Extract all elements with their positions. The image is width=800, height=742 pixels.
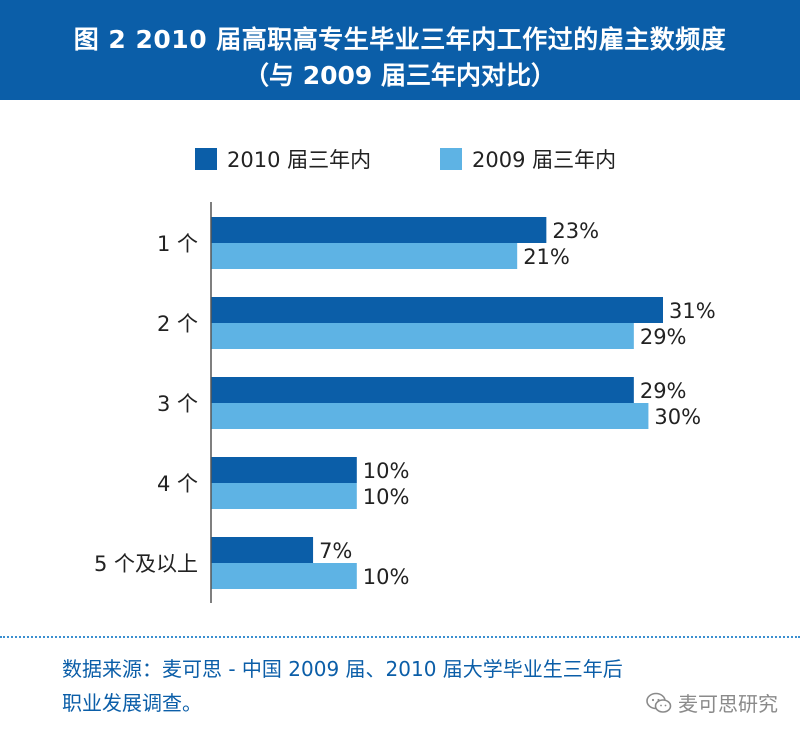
chart-header: 图 2 2010 届高职高专生毕业三年内工作过的雇主数频度 （与 2009 届三…: [0, 0, 800, 100]
bar-1-1: [211, 217, 547, 243]
bar-1-2: [211, 297, 663, 323]
data-label-1-1: 23%: [552, 219, 599, 243]
bar-2-3: [211, 403, 649, 429]
legend-swatch-2: [440, 148, 462, 170]
data-label-2-4: 10%: [363, 485, 410, 509]
watermark: 麦可思研究: [646, 688, 778, 717]
category-label-1: 1 个: [157, 232, 198, 256]
bar-2-2: [211, 323, 634, 349]
wechat-icon: [646, 692, 672, 713]
data-label-1-4: 10%: [363, 459, 410, 483]
source-note: 数据来源：麦可思 - 中国 2009 届、2010 届大学毕业生三年后 职业发展…: [62, 652, 762, 720]
data-label-2-3: 30%: [654, 405, 701, 429]
source-line-1: 数据来源：麦可思 - 中国 2009 届、2010 届大学毕业生三年后: [62, 657, 623, 681]
category-label-3: 3 个: [157, 392, 198, 416]
bar-1-3: [211, 377, 634, 403]
data-label-2-2: 29%: [640, 325, 687, 349]
legend-label-1: 2010 届三年内: [227, 148, 371, 172]
source-line-2: 职业发展调查。: [62, 691, 202, 715]
legend-swatch-1: [195, 148, 217, 170]
legend-label-2: 2009 届三年内: [472, 148, 616, 172]
data-label-1-5: 7%: [319, 539, 352, 563]
bar-2-5: [211, 563, 357, 589]
data-label-2-1: 21%: [523, 245, 570, 269]
category-label-4: 4 个: [157, 472, 198, 496]
category-label-5: 5 个及以上: [94, 552, 198, 576]
data-label-1-2: 31%: [669, 299, 716, 323]
watermark-text: 麦可思研究: [678, 692, 778, 716]
data-label-2-5: 10%: [363, 565, 410, 589]
bar-2-1: [211, 243, 518, 269]
bar-2-4: [211, 483, 357, 509]
divider: [0, 636, 800, 638]
chart-subtitle: （与 2009 届三年内对比）: [244, 61, 556, 90]
category-label-2: 2 个: [157, 312, 198, 336]
bar-1-5: [211, 537, 314, 563]
data-label-1-3: 29%: [640, 379, 687, 403]
chart-title: 图 2 2010 届高职高专生毕业三年内工作过的雇主数频度: [73, 25, 727, 54]
bar-1-4: [211, 457, 357, 483]
